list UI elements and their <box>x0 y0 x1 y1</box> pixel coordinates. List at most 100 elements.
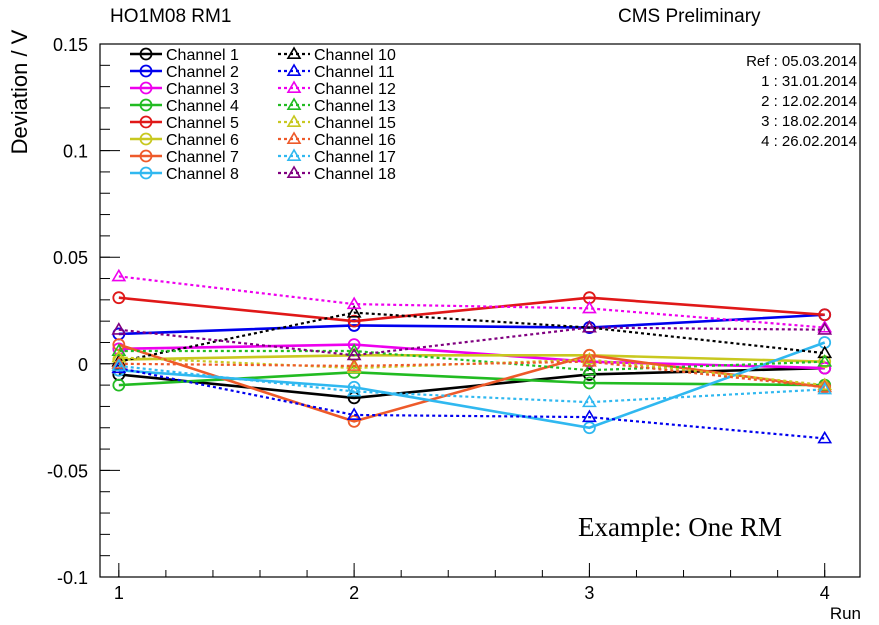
data-point <box>346 407 362 420</box>
y-tick-label: -0.05 <box>47 461 88 481</box>
header-right-title: CMS Preliminary <box>618 6 761 27</box>
data-point <box>817 379 833 393</box>
legend-label: Channel 7 <box>166 149 239 166</box>
data-point <box>818 361 832 375</box>
ref-date-line: 1 : 31.01.2014 <box>761 73 857 90</box>
data-point <box>582 394 597 408</box>
x-tick-label: 4 <box>820 583 830 603</box>
ref-date-line: 4 : 26.02.2014 <box>761 133 857 150</box>
legend-marker <box>139 64 153 78</box>
legend-label: Channel 15 <box>314 115 396 132</box>
series-line <box>118 360 825 389</box>
data-point <box>582 351 597 365</box>
legend-label: Channel 17 <box>314 149 396 166</box>
legend-label: Channel 6 <box>166 132 239 149</box>
x-axis-label: Run <box>829 604 861 623</box>
data-point <box>582 362 597 376</box>
legend-marker <box>286 165 302 178</box>
legend-label: Channel 2 <box>166 64 239 81</box>
y-tick-label: 0.1 <box>63 142 88 162</box>
reference-dates: Ref : 05.03.2014 1 : 31.01.2014 2 : 12.0… <box>746 52 857 152</box>
legend-marker <box>286 97 302 110</box>
data-point <box>346 305 362 318</box>
legend-marker <box>139 81 153 95</box>
x-tick-label: 2 <box>349 583 359 603</box>
legend-marker <box>139 47 153 61</box>
legend-marker <box>286 148 302 161</box>
ref-date-line: 3 : 18.02.2014 <box>761 113 857 130</box>
data-point <box>817 377 833 391</box>
series-line <box>118 349 825 372</box>
data-point <box>582 300 597 314</box>
legend-label: Channel 13 <box>314 98 396 115</box>
data-point <box>817 381 833 395</box>
data-point <box>111 349 127 363</box>
series-line <box>118 313 825 336</box>
data-point <box>112 378 126 392</box>
legend-label: Channel 11 <box>314 64 395 81</box>
data-point <box>111 322 127 335</box>
y-tick-label: 0.05 <box>53 248 88 268</box>
legend-marker <box>286 63 302 76</box>
legend-marker <box>286 46 302 60</box>
data-point <box>111 354 127 367</box>
legend-label: Channel 3 <box>166 81 239 98</box>
legend-marker <box>139 115 153 129</box>
legend-label: Channel 1 <box>166 47 239 64</box>
data-point <box>346 347 362 361</box>
legend-marker <box>139 166 153 180</box>
data-point <box>347 380 361 394</box>
data-point <box>817 430 833 444</box>
legend-label: Channel 10 <box>314 47 396 64</box>
series-line <box>118 296 825 323</box>
data-point <box>582 354 597 367</box>
legend-marker <box>139 132 153 146</box>
y-tick-label: 0.15 <box>53 35 88 55</box>
data-point <box>111 268 127 282</box>
series-line <box>118 341 826 430</box>
series-line <box>118 275 825 329</box>
series-line <box>118 364 825 404</box>
data-point <box>582 319 597 333</box>
series-line <box>118 311 825 363</box>
legend-label: Channel 12 <box>314 81 396 98</box>
legend-marker <box>286 114 302 127</box>
legend-marker <box>286 80 302 93</box>
legend-label: Channel 5 <box>166 115 239 132</box>
data-point <box>347 414 361 428</box>
data-point <box>817 345 833 359</box>
data-point <box>346 296 362 310</box>
header-left-title: HO1M08 RM1 <box>110 6 232 27</box>
legend-label: Channel 16 <box>314 132 396 149</box>
data-point <box>111 358 127 371</box>
data-point <box>817 319 833 333</box>
x-tick-label: 3 <box>584 583 594 603</box>
series-line <box>118 326 825 357</box>
example-annotation: Example: One RM <box>578 512 782 542</box>
legend-label: Channel 4 <box>166 98 239 115</box>
series-line <box>118 353 825 363</box>
data-point <box>347 314 361 328</box>
data-point <box>346 360 362 374</box>
data-point <box>112 291 126 305</box>
ref-date-line: Ref : 05.03.2014 <box>746 53 857 70</box>
legend-label: Channel 18 <box>314 166 396 183</box>
data-point <box>582 409 597 423</box>
data-point <box>346 383 362 397</box>
data-point <box>583 421 596 435</box>
plot-frame <box>99 43 861 578</box>
series-line <box>118 356 825 387</box>
data-point <box>111 356 127 369</box>
data-point <box>111 343 127 357</box>
data-point <box>583 376 596 390</box>
legend-label: Channel 8 <box>166 166 239 183</box>
legend-marker <box>139 98 153 112</box>
y-tick-label: 0 <box>78 355 88 375</box>
data-point <box>111 360 127 374</box>
legend-marker <box>286 131 302 144</box>
legend-marker <box>139 149 153 163</box>
data-point <box>346 358 362 371</box>
y-tick-label: -0.1 <box>57 568 88 588</box>
ref-date-line: 2 : 12.02.2014 <box>761 93 857 110</box>
